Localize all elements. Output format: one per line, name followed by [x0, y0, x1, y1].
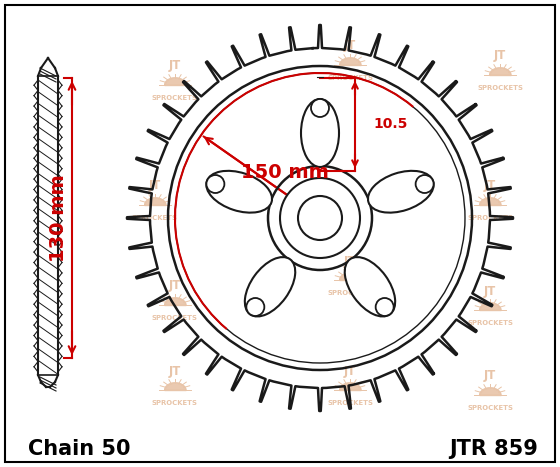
- Circle shape: [416, 175, 433, 193]
- Ellipse shape: [206, 171, 272, 212]
- Text: 130 mm: 130 mm: [49, 174, 68, 262]
- Text: JT: JT: [169, 365, 181, 377]
- Text: JT: JT: [484, 179, 496, 192]
- Text: SPROCKETS: SPROCKETS: [327, 400, 373, 406]
- Text: SPROCKETS: SPROCKETS: [327, 75, 373, 81]
- Text: SPROCKETS: SPROCKETS: [152, 315, 198, 321]
- Ellipse shape: [345, 257, 395, 317]
- Text: SPROCKETS: SPROCKETS: [132, 215, 178, 221]
- Text: SPROCKETS: SPROCKETS: [327, 290, 373, 296]
- Text: JT: JT: [344, 365, 356, 377]
- Text: SPROCKETS: SPROCKETS: [152, 400, 198, 406]
- Circle shape: [311, 99, 329, 117]
- Text: 150 mm: 150 mm: [241, 163, 329, 182]
- Circle shape: [280, 178, 360, 258]
- Text: SPROCKETS: SPROCKETS: [152, 95, 198, 101]
- Circle shape: [246, 298, 264, 316]
- Text: JT: JT: [484, 284, 496, 297]
- Ellipse shape: [301, 99, 339, 167]
- Text: JT: JT: [484, 369, 496, 382]
- Text: JT: JT: [169, 280, 181, 292]
- Circle shape: [298, 196, 342, 240]
- Circle shape: [207, 175, 225, 193]
- Ellipse shape: [368, 171, 433, 212]
- Text: SPROCKETS: SPROCKETS: [467, 215, 513, 221]
- Text: JT: JT: [169, 59, 181, 72]
- Text: 10.5: 10.5: [373, 118, 407, 132]
- Text: JT: JT: [344, 255, 356, 268]
- Ellipse shape: [245, 257, 295, 317]
- Text: SPROCKETS: SPROCKETS: [467, 405, 513, 411]
- Text: Chain 50: Chain 50: [28, 439, 130, 459]
- Text: JT: JT: [344, 40, 356, 52]
- Text: JT: JT: [149, 179, 161, 192]
- Text: SPROCKETS: SPROCKETS: [477, 85, 523, 92]
- Text: JTR 859: JTR 859: [449, 439, 538, 459]
- Text: JT: JT: [494, 50, 506, 63]
- Circle shape: [376, 298, 394, 316]
- Text: SPROCKETS: SPROCKETS: [467, 320, 513, 326]
